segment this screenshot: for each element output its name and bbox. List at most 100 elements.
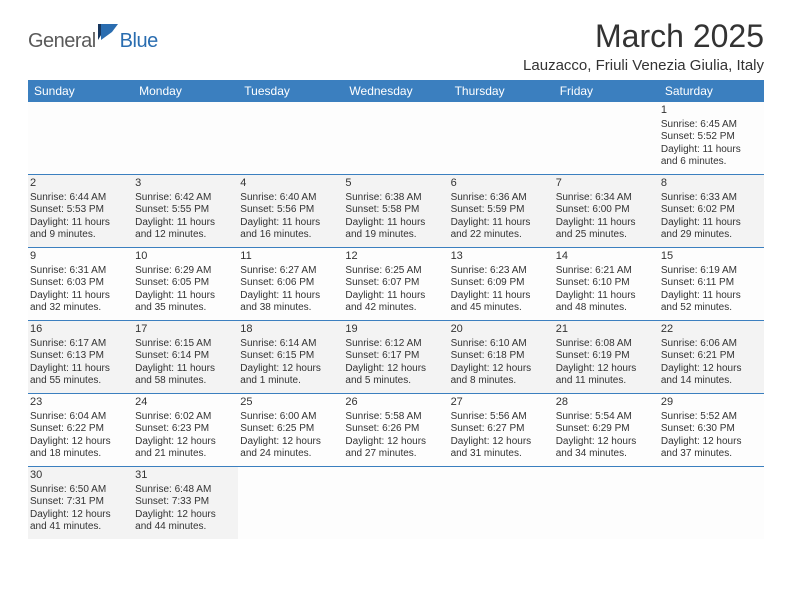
day-number: 17 (135, 323, 236, 337)
day-info-line: Sunset: 6:07 PM (345, 277, 446, 290)
day-number: 8 (661, 177, 762, 191)
day-info-line: Daylight: 12 hours (556, 363, 657, 376)
day-cell: 8Sunrise: 6:33 AMSunset: 6:02 PMDaylight… (659, 175, 764, 247)
day-info-line: Sunset: 6:15 PM (240, 350, 341, 363)
day-cell: 13Sunrise: 6:23 AMSunset: 6:09 PMDayligh… (449, 248, 554, 320)
day-cell: 7Sunrise: 6:34 AMSunset: 6:00 PMDaylight… (554, 175, 659, 247)
day-cell: 17Sunrise: 6:15 AMSunset: 6:14 PMDayligh… (133, 321, 238, 393)
day-cell (554, 467, 659, 539)
day-number: 4 (240, 177, 341, 191)
day-cell: 1Sunrise: 6:45 AMSunset: 5:52 PMDaylight… (659, 102, 764, 174)
day-info-line: Sunrise: 6:12 AM (345, 338, 446, 351)
day-info-line: Sunset: 6:02 PM (661, 204, 762, 217)
day-info-line: Sunset: 6:03 PM (30, 277, 131, 290)
day-cell: 15Sunrise: 6:19 AMSunset: 6:11 PMDayligh… (659, 248, 764, 320)
day-number: 1 (661, 104, 762, 118)
day-info-line: and 55 minutes. (30, 375, 131, 388)
day-info-line: Sunrise: 6:45 AM (661, 119, 762, 132)
day-number: 28 (556, 396, 657, 410)
day-cell: 5Sunrise: 6:38 AMSunset: 5:58 PMDaylight… (343, 175, 448, 247)
day-info-line: Daylight: 12 hours (345, 436, 446, 449)
day-info-line: Sunrise: 6:40 AM (240, 192, 341, 205)
day-cell: 27Sunrise: 5:56 AMSunset: 6:27 PMDayligh… (449, 394, 554, 466)
day-cell: 23Sunrise: 6:04 AMSunset: 6:22 PMDayligh… (28, 394, 133, 466)
day-info-line: Daylight: 12 hours (30, 436, 131, 449)
day-info-line: Daylight: 12 hours (556, 436, 657, 449)
day-info-line: Sunrise: 6:00 AM (240, 411, 341, 424)
day-cell: 25Sunrise: 6:00 AMSunset: 6:25 PMDayligh… (238, 394, 343, 466)
day-info-line: and 22 minutes. (451, 229, 552, 242)
day-info-line: Daylight: 12 hours (345, 363, 446, 376)
day-info-line: Sunset: 6:09 PM (451, 277, 552, 290)
day-info-line: Sunset: 5:56 PM (240, 204, 341, 217)
day-info-line: Sunrise: 6:33 AM (661, 192, 762, 205)
day-info-line: and 19 minutes. (345, 229, 446, 242)
day-info-line: Sunrise: 6:44 AM (30, 192, 131, 205)
day-info-line: Sunrise: 6:42 AM (135, 192, 236, 205)
day-info-line: Sunrise: 6:19 AM (661, 265, 762, 278)
day-info-line: Sunset: 6:18 PM (451, 350, 552, 363)
day-info-line: Daylight: 11 hours (661, 144, 762, 157)
day-info-line: and 6 minutes. (661, 156, 762, 169)
day-info-line: Sunset: 6:17 PM (345, 350, 446, 363)
day-info-line: Daylight: 11 hours (345, 217, 446, 230)
day-number: 21 (556, 323, 657, 337)
day-info-line: Daylight: 12 hours (451, 363, 552, 376)
weekday-header: Wednesday (343, 80, 448, 102)
day-info-line: Sunset: 6:06 PM (240, 277, 341, 290)
day-info-line: Daylight: 12 hours (135, 436, 236, 449)
day-cell: 14Sunrise: 6:21 AMSunset: 6:10 PMDayligh… (554, 248, 659, 320)
day-info-line: Sunset: 7:31 PM (30, 496, 131, 509)
day-info-line: Sunrise: 6:29 AM (135, 265, 236, 278)
day-info-line: Daylight: 12 hours (135, 509, 236, 522)
day-info-line: Sunset: 6:26 PM (345, 423, 446, 436)
day-cell (238, 467, 343, 539)
day-info-line: Sunrise: 6:14 AM (240, 338, 341, 351)
day-info-line: and 12 minutes. (135, 229, 236, 242)
day-cell: 31Sunrise: 6:48 AMSunset: 7:33 PMDayligh… (133, 467, 238, 539)
day-number: 22 (661, 323, 762, 337)
day-cell: 26Sunrise: 5:58 AMSunset: 6:26 PMDayligh… (343, 394, 448, 466)
month-title: March 2025 (523, 18, 764, 55)
day-number: 19 (345, 323, 446, 337)
day-info-line: and 14 minutes. (661, 375, 762, 388)
day-info-line: and 42 minutes. (345, 302, 446, 315)
day-info-line: Sunrise: 6:38 AM (345, 192, 446, 205)
day-info-line: and 18 minutes. (30, 448, 131, 461)
week-row: 30Sunrise: 6:50 AMSunset: 7:31 PMDayligh… (28, 467, 764, 539)
day-number: 25 (240, 396, 341, 410)
day-info-line: Daylight: 11 hours (345, 290, 446, 303)
day-cell: 30Sunrise: 6:50 AMSunset: 7:31 PMDayligh… (28, 467, 133, 539)
day-number: 13 (451, 250, 552, 264)
day-info-line: Sunrise: 6:06 AM (661, 338, 762, 351)
day-number: 15 (661, 250, 762, 264)
day-number: 26 (345, 396, 446, 410)
location-label: Lauzacco, Friuli Venezia Giulia, Italy (523, 57, 764, 74)
day-cell: 22Sunrise: 6:06 AMSunset: 6:21 PMDayligh… (659, 321, 764, 393)
day-number: 30 (30, 469, 131, 483)
day-info-line: Sunrise: 5:56 AM (451, 411, 552, 424)
day-info-line: Sunset: 6:10 PM (556, 277, 657, 290)
day-cell: 29Sunrise: 5:52 AMSunset: 6:30 PMDayligh… (659, 394, 764, 466)
day-info-line: and 21 minutes. (135, 448, 236, 461)
day-number: 24 (135, 396, 236, 410)
weekday-header-row: Sunday Monday Tuesday Wednesday Thursday… (28, 80, 764, 102)
week-row: 9Sunrise: 6:31 AMSunset: 6:03 PMDaylight… (28, 248, 764, 321)
day-info-line: and 11 minutes. (556, 375, 657, 388)
day-info-line: Sunrise: 6:31 AM (30, 265, 131, 278)
weekday-header: Friday (554, 80, 659, 102)
day-info-line: Sunrise: 6:10 AM (451, 338, 552, 351)
day-cell (449, 467, 554, 539)
day-info-line: Sunrise: 6:17 AM (30, 338, 131, 351)
day-info-line: and 8 minutes. (451, 375, 552, 388)
day-number: 14 (556, 250, 657, 264)
title-block: March 2025 Lauzacco, Friuli Venezia Giul… (523, 18, 764, 74)
day-info-line: Daylight: 11 hours (135, 363, 236, 376)
day-number: 29 (661, 396, 762, 410)
day-info-line: and 44 minutes. (135, 521, 236, 534)
day-info-line: Sunset: 6:21 PM (661, 350, 762, 363)
day-info-line: Sunset: 6:00 PM (556, 204, 657, 217)
day-info-line: Sunset: 6:13 PM (30, 350, 131, 363)
day-number: 2 (30, 177, 131, 191)
day-info-line: Daylight: 11 hours (451, 290, 552, 303)
